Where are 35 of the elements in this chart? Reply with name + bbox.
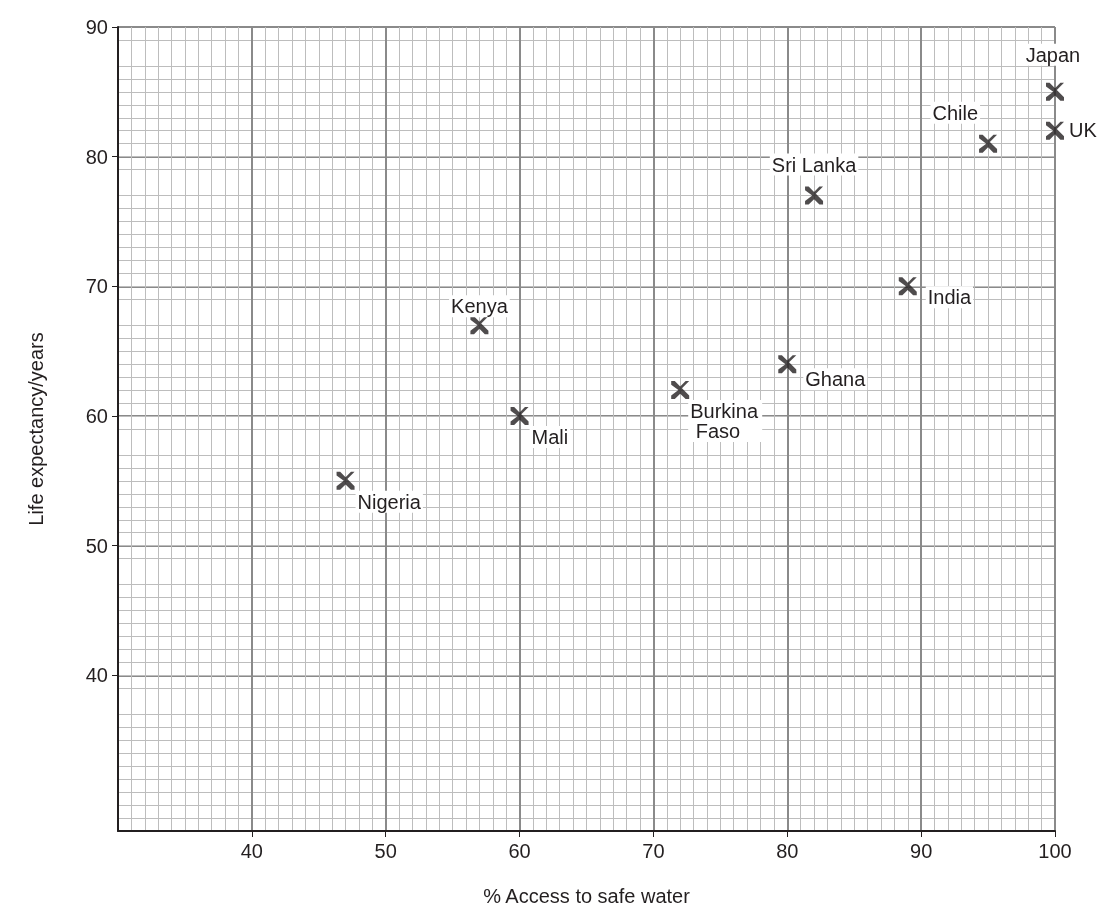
- y-tick-label: 70: [85, 275, 108, 298]
- point: [336, 471, 355, 490]
- point: [805, 186, 824, 205]
- annotation: Kenya: [451, 295, 509, 318]
- y-tick-label: 80: [85, 145, 108, 168]
- point: [1046, 121, 1064, 140]
- annotation: Sri Lanka: [771, 153, 858, 176]
- x-tick-label: 40: [240, 840, 263, 862]
- point: [510, 407, 529, 426]
- annotation: Mali: [531, 426, 569, 449]
- x-tick-label: 70: [642, 840, 665, 862]
- x-tick-label: 60: [508, 840, 531, 862]
- annotation: Nigeria: [357, 490, 422, 513]
- annotation: Japan: [1025, 43, 1081, 66]
- point: [778, 355, 797, 374]
- x-tick-label: 50: [374, 840, 397, 862]
- annotation: India: [927, 286, 972, 309]
- y-tick-label: 50: [85, 534, 108, 557]
- y-tick-label: 60: [85, 405, 108, 428]
- x-tick-label: 100: [1038, 840, 1072, 862]
- point: [671, 381, 690, 400]
- x-tick-label: 90: [910, 840, 933, 862]
- point: [898, 277, 917, 296]
- y-tick-label: 40: [85, 664, 108, 687]
- annotation: Burkina Faso: [690, 400, 759, 443]
- x-tick-label: 80: [776, 840, 799, 862]
- annotation: UK: [1069, 118, 1098, 141]
- point: [1046, 82, 1064, 101]
- annotation: Chile: [932, 101, 979, 124]
- annotation: Ghana: [805, 368, 867, 391]
- y-axis-title: Life expectancy/years: [25, 332, 47, 526]
- point: [979, 134, 998, 153]
- point: [470, 316, 489, 335]
- x-axis-title: % Access to safe water: [483, 885, 691, 907]
- y-tick-label: 90: [85, 16, 108, 38]
